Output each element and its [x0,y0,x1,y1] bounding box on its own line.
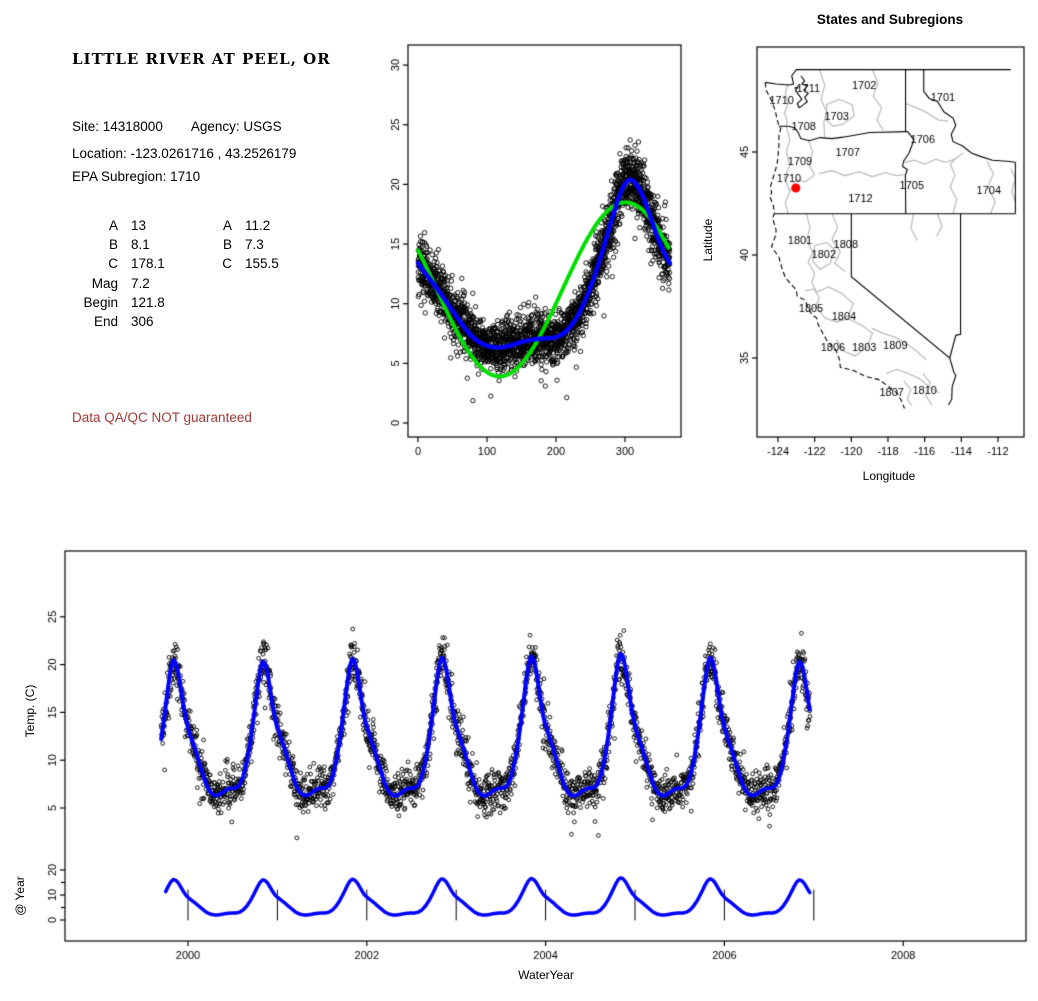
fit-row: B 7.3 [222,237,264,253]
timeseries-x-axis-label: WaterYear [518,968,574,982]
seasonal-temperature-plot [380,30,700,490]
timeseries-temperature-plot [30,540,1038,1001]
epa-subregion-line: EPA Subregion: 1710 [72,169,201,184]
fit-row: A 11.2 [222,218,271,233]
timeseries-y-axis-label: Temp. (C) [23,684,37,738]
timeseries-y2-axis-label: @ Year [13,876,27,916]
fit-row: End 306 [93,314,154,330]
qa-warning-text: Data QA/QC NOT guaranteed [72,410,252,425]
map-y-axis-label: Latitude [701,218,715,262]
location-line: Location: -123.0261716 , 43.2526179 [72,146,297,161]
map-x-axis-label: Longitude [862,469,916,483]
fit-parameters-left: A 13 B 8.1 C 178.1 Mag 7.2 Begin 121.8 End 306 [72,216,165,331]
agency: Agency: USGS [190,119,282,134]
map-title: States and Subregions [816,12,964,27]
site-id: Site: 14318000 [72,119,163,134]
site-agency-line: Site: 14318000 Agency: USGS [72,119,282,134]
fit-row: A 13 [108,218,147,233]
fit-parameters-right: A 11.2 B 7.3 C 155.5 [186,216,279,274]
fit-row: Begin 121.8 [83,294,165,310]
states-subregions-map [703,3,1038,500]
station-title: LITTLE RIVER AT PEEL, OR [72,50,331,68]
fit-row: C 178.1 [108,256,165,272]
fit-row: B 8.1 [108,237,150,253]
fit-row: C 155.5 [222,256,279,272]
fit-row: Mag 7.2 [91,275,150,291]
